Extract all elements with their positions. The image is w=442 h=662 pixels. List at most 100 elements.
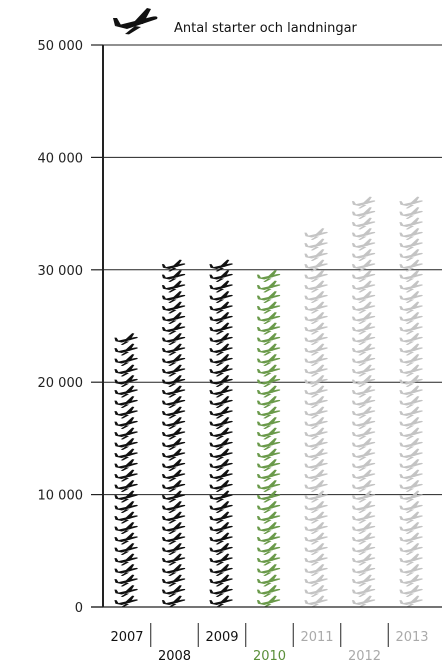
plane-mark: [161, 312, 186, 324]
plane-mark: [351, 196, 376, 209]
plane-mark: [161, 438, 186, 450]
plane-mark: [209, 280, 233, 293]
plane-mark: [161, 501, 186, 513]
plane-mark: [256, 417, 281, 429]
plane-mark: [399, 448, 423, 461]
plane-mark: [351, 270, 376, 282]
plane-mark: [399, 364, 423, 377]
plane-mark: [399, 480, 423, 492]
plane-mark: [304, 343, 328, 356]
plane-mark: [209, 501, 233, 513]
plane-mark: [399, 501, 423, 513]
plane-mark: [114, 480, 138, 492]
plane-mark: [399, 522, 423, 534]
plane-mark: [114, 469, 138, 482]
plane-mark: [399, 228, 423, 240]
plane-mark: [399, 270, 423, 282]
plane-mark: [256, 438, 281, 450]
plane-mark: [399, 595, 423, 608]
plane-mark: [256, 469, 281, 482]
plane-mark: [256, 532, 281, 545]
plane-mark: [351, 501, 376, 513]
plane-mark: [304, 312, 328, 324]
plane-mark: [399, 312, 423, 324]
plane-mark: [209, 459, 233, 471]
plane-mark: [304, 553, 328, 566]
plane-mark: [351, 585, 376, 597]
plane-mark: [399, 396, 423, 408]
plane-mark: [114, 343, 138, 356]
plane-mark: [351, 291, 376, 303]
plane-mark: [161, 385, 186, 398]
plane-mark: [256, 364, 281, 377]
plane-mark: [209, 490, 233, 503]
plane-mark: [114, 459, 138, 471]
plane-mark: [114, 364, 138, 377]
plane-mark: [114, 417, 138, 429]
plane-mark: [209, 469, 233, 482]
bar-2012: [351, 196, 376, 608]
plane-mark: [209, 375, 233, 387]
plane-mark: [351, 595, 376, 608]
plane-mark: [209, 522, 233, 534]
plane-mark: [399, 354, 423, 366]
plane-mark: [209, 301, 233, 314]
plane-mark: [399, 459, 423, 471]
plane-mark: [209, 364, 233, 377]
bars-layer: [114, 196, 423, 608]
plane-mark: [304, 396, 328, 408]
plane-mark: [304, 595, 328, 608]
plane-mark: [304, 469, 328, 482]
plane-mark: [304, 501, 328, 513]
plane-mark: [399, 406, 423, 419]
plane-mark: [161, 291, 186, 303]
plane-mark: [351, 322, 376, 335]
plane-mark: [256, 270, 281, 282]
plane-mark: [399, 196, 423, 209]
plane-mark: [351, 249, 376, 261]
plane-mark: [351, 333, 376, 345]
plane-mark: [399, 564, 423, 576]
plane-mark: [399, 280, 423, 293]
plane-mark: [161, 543, 186, 555]
plane-mark: [351, 469, 376, 482]
plane-mark: [351, 543, 376, 555]
plane-mark: [256, 574, 281, 587]
plane-mark: [161, 511, 186, 524]
grid-layer: [103, 44, 442, 496]
plane-mark: [161, 396, 186, 408]
chart-title: Antal starter och landningar: [174, 21, 358, 36]
plane-mark: [351, 574, 376, 587]
plane-mark: [161, 280, 186, 293]
plane-mark: [399, 385, 423, 398]
plane-mark: [351, 553, 376, 566]
plane-mark: [209, 553, 233, 566]
bar-2010: [256, 270, 281, 608]
y-tick-label: 10 000: [38, 489, 84, 504]
bar-2007: [114, 333, 138, 608]
plane-mark: [256, 585, 281, 597]
plane-mark: [209, 385, 233, 398]
plane-mark: [161, 480, 186, 492]
bar-2009: [209, 259, 233, 608]
plane-mark: [399, 217, 423, 230]
title-plane-icon: [113, 8, 158, 35]
plane-mark: [304, 385, 328, 398]
plane-mark: [351, 490, 376, 503]
plane-mark: [304, 322, 328, 335]
plane-mark: [161, 585, 186, 597]
plane-mark: [304, 270, 328, 282]
plane-mark: [304, 543, 328, 555]
plane-mark: [351, 564, 376, 576]
plane-mark: [256, 301, 281, 314]
plane-mark: [399, 553, 423, 566]
plane-mark: [351, 511, 376, 524]
plane-mark: [209, 532, 233, 545]
plane-mark: [256, 553, 281, 566]
plane-mark: [351, 217, 376, 230]
plane-mark: [209, 574, 233, 587]
plane-mark: [304, 375, 328, 387]
plane-mark: [161, 364, 186, 377]
plane-mark: [161, 532, 186, 545]
bar-2008: [161, 259, 186, 608]
